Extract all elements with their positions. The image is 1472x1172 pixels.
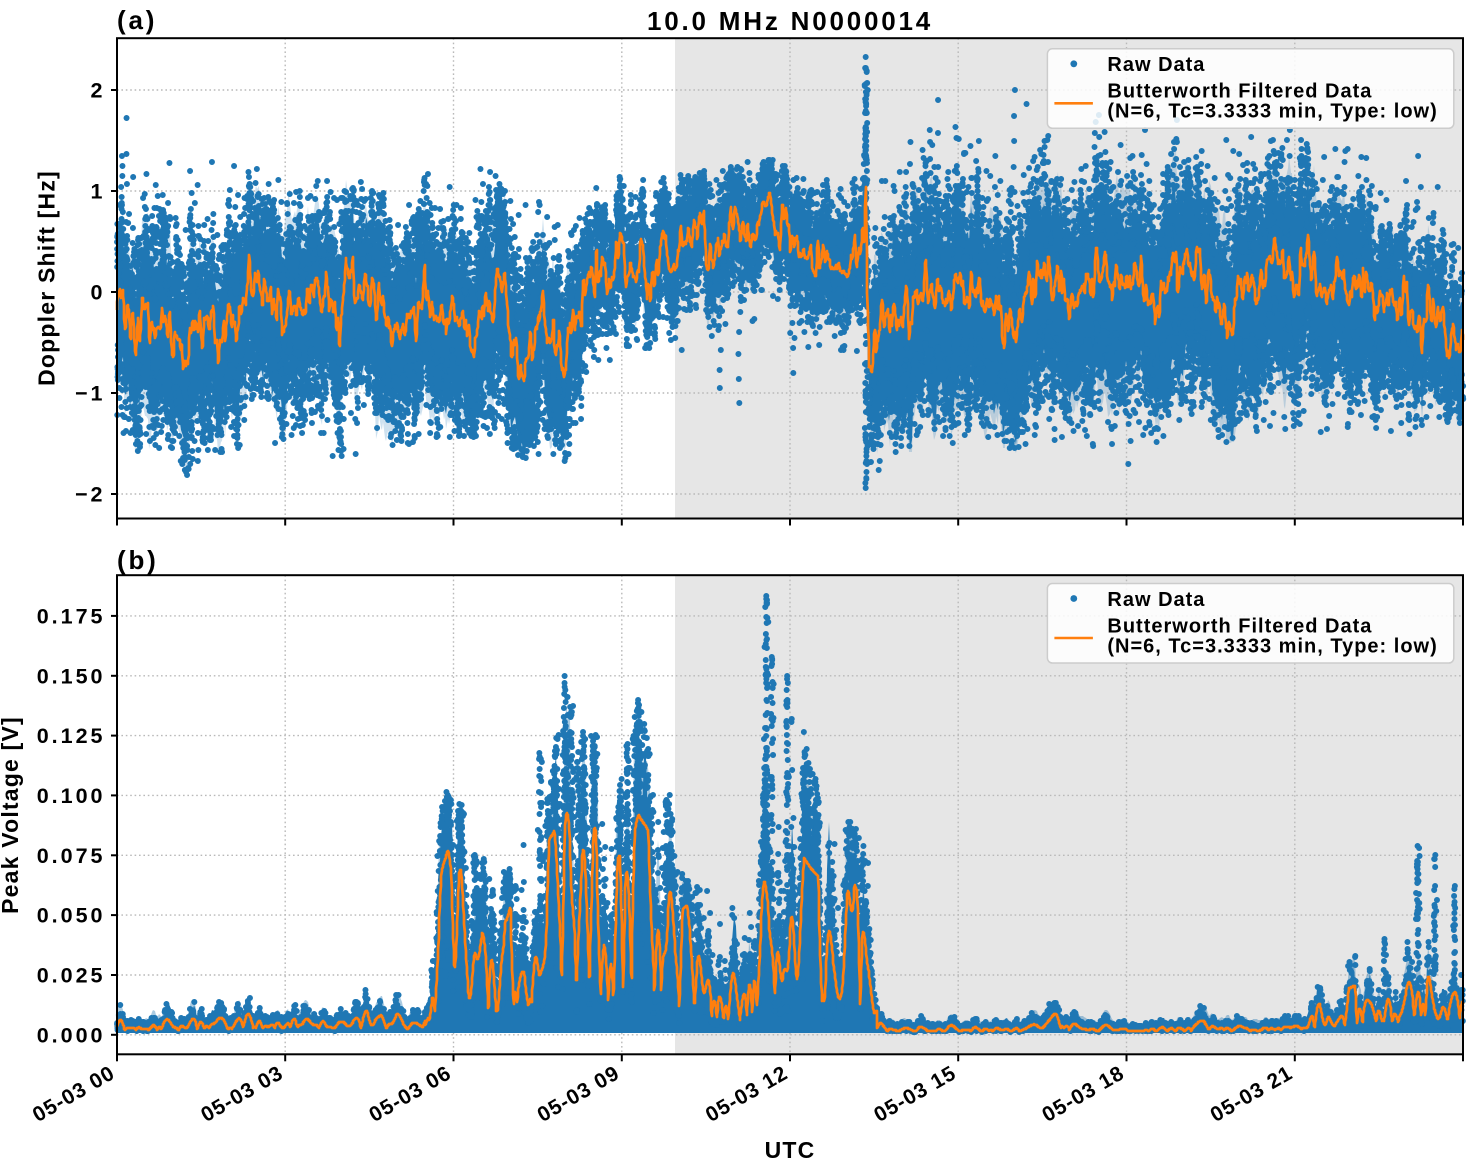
svg-text:0.100: 0.100 [37, 784, 106, 808]
svg-text:Butterworth Filtered Data: Butterworth Filtered Data [1107, 81, 1372, 103]
svg-text:Doppler Shift [Hz]: Doppler Shift [Hz] [34, 170, 60, 386]
svg-text:0.175: 0.175 [37, 604, 106, 628]
svg-text:Raw Data: Raw Data [1107, 589, 1205, 611]
svg-text:2: 2 [91, 79, 106, 103]
svg-text:0.150: 0.150 [37, 664, 106, 688]
svg-text:0.125: 0.125 [37, 724, 106, 748]
svg-text:UTC: UTC [765, 1137, 816, 1163]
svg-text:Butterworth Filtered Data: Butterworth Filtered Data [1107, 615, 1372, 637]
svg-text:0.025: 0.025 [37, 964, 106, 988]
svg-text:1: 1 [91, 180, 106, 204]
svg-text:(N=6, Tc=3.3333 min, Type: low: (N=6, Tc=3.3333 min, Type: low) [1107, 635, 1437, 657]
svg-text:0: 0 [91, 281, 106, 305]
svg-text:0.050: 0.050 [37, 904, 106, 928]
svg-text:Peak Voltage [V]: Peak Voltage [V] [0, 716, 23, 914]
svg-text:0.075: 0.075 [37, 844, 106, 868]
svg-text:(b): (b) [117, 545, 159, 575]
svg-text:(N=6, Tc=3.3333 min, Type: low: (N=6, Tc=3.3333 min, Type: low) [1107, 101, 1437, 123]
svg-text:−1: −1 [75, 382, 106, 406]
svg-text:Raw Data: Raw Data [1107, 54, 1205, 76]
svg-text:−2: −2 [75, 483, 106, 507]
svg-text:10.0 MHz N0000014: 10.0 MHz N0000014 [647, 6, 933, 36]
svg-text:(a): (a) [117, 5, 157, 35]
svg-text:0.000: 0.000 [37, 1023, 106, 1047]
